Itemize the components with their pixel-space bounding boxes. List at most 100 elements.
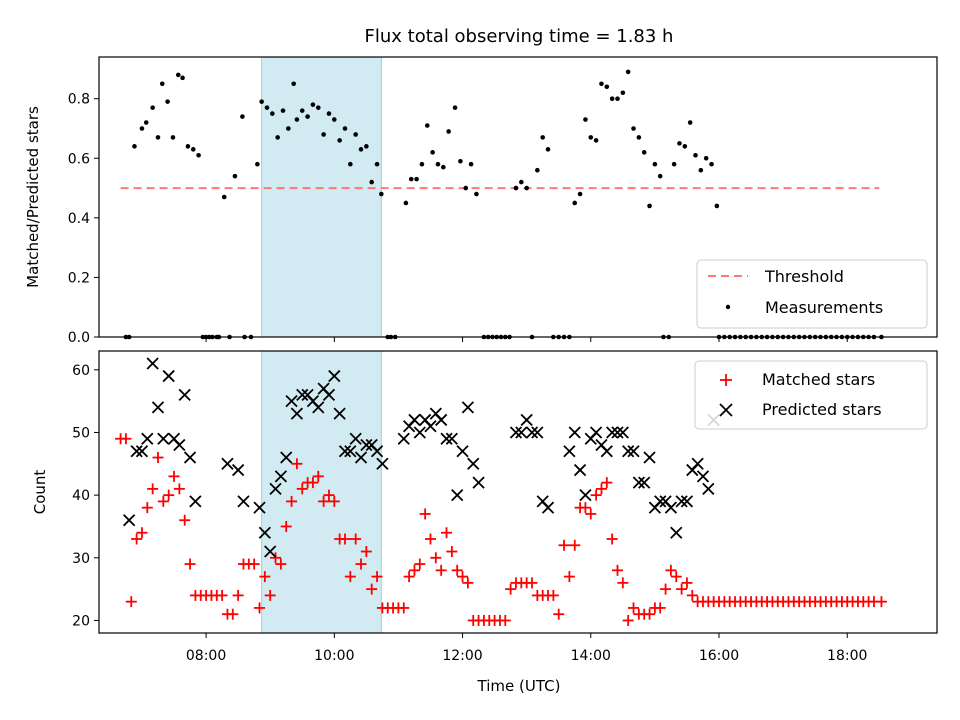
measurement-point bbox=[196, 152, 201, 158]
measurement-point bbox=[369, 179, 375, 185]
matched-star-point bbox=[120, 433, 132, 445]
measurement-point bbox=[577, 191, 583, 197]
matched-star-point bbox=[131, 533, 143, 545]
matched-star-point bbox=[254, 602, 266, 614]
measurement-point bbox=[132, 144, 137, 149]
predicted-star-point bbox=[237, 495, 250, 508]
predicted-star-point bbox=[461, 401, 475, 414]
predicted-star-point bbox=[146, 357, 159, 370]
predicted-star-point bbox=[413, 426, 426, 439]
measurement-point bbox=[468, 161, 474, 167]
measurement-point bbox=[604, 84, 610, 90]
x-tick-label: 14:00 bbox=[571, 648, 611, 664]
predicted-star-point bbox=[376, 457, 389, 470]
measurement-point bbox=[572, 200, 578, 206]
matched-star-point bbox=[232, 589, 244, 601]
measurement-point bbox=[294, 117, 300, 122]
measurement-point bbox=[280, 108, 286, 113]
measurement-point bbox=[275, 135, 280, 140]
measurement-point bbox=[682, 144, 688, 149]
matched-star-point bbox=[579, 502, 591, 514]
matched-star-point bbox=[569, 539, 581, 551]
measurement-point bbox=[414, 176, 419, 182]
predicted-star-point bbox=[520, 413, 533, 427]
measurement-point bbox=[259, 99, 264, 104]
matched-star-point bbox=[505, 583, 517, 595]
bottom-y-tick-label: 20 bbox=[72, 613, 90, 629]
predicted-star-point bbox=[563, 445, 576, 458]
matched-star-point bbox=[446, 546, 458, 558]
top-panel: 0.00.20.40.60.8 Matched/Predicted stars … bbox=[24, 56, 938, 346]
matched-star-point bbox=[398, 602, 410, 614]
predicted-star-point bbox=[253, 501, 266, 514]
matched-star-point bbox=[350, 533, 362, 545]
matched-star-point bbox=[163, 489, 175, 501]
measurement-point bbox=[620, 90, 626, 96]
top-y-tick-label: 0.6 bbox=[68, 151, 90, 167]
measurement-point bbox=[150, 105, 155, 110]
matched-star-point bbox=[408, 564, 420, 576]
matched-star-point bbox=[173, 483, 185, 495]
measurement-point bbox=[677, 141, 682, 146]
matched-star-point bbox=[430, 552, 442, 564]
matched-star-point bbox=[141, 502, 153, 514]
measurement-point bbox=[424, 123, 430, 128]
matched-star-point bbox=[419, 508, 431, 520]
measurement-point bbox=[709, 161, 714, 167]
measurement-point bbox=[165, 99, 170, 104]
matched-star-point bbox=[125, 596, 137, 608]
predicted-star-point bbox=[691, 457, 704, 470]
predicted-star-point bbox=[675, 495, 688, 508]
predicted-star-point bbox=[541, 501, 555, 514]
top-y-axis: 0.0 0.2 0.4 0.6 0.8 bbox=[68, 92, 99, 346]
matched-star-point bbox=[622, 614, 634, 626]
matched-star-point bbox=[601, 477, 613, 489]
predicted-star-point bbox=[627, 445, 640, 458]
measurement-point bbox=[139, 126, 145, 131]
predicted-star-point bbox=[296, 388, 309, 402]
measurement-point bbox=[221, 194, 227, 200]
measurement-point bbox=[232, 173, 238, 179]
measurement-point bbox=[185, 144, 191, 149]
measurement-point bbox=[240, 114, 245, 119]
matched-star-point bbox=[595, 483, 607, 495]
predicted-star-point bbox=[122, 514, 136, 527]
predicted-star-point bbox=[258, 526, 271, 539]
measurement-point bbox=[625, 69, 631, 75]
measurement-point bbox=[463, 185, 469, 191]
predicted-star-point bbox=[290, 407, 304, 420]
measurement-point bbox=[332, 117, 337, 122]
predicted-star-point bbox=[173, 438, 186, 452]
matched-legend-marker bbox=[720, 374, 732, 386]
measurement-point bbox=[519, 179, 524, 185]
matched-star-point bbox=[264, 589, 276, 601]
highlight-span-bottom bbox=[261, 350, 382, 634]
measurement-point bbox=[419, 161, 425, 167]
measurement-point bbox=[264, 105, 270, 110]
predicted-star-point bbox=[221, 457, 234, 470]
matched-star-point bbox=[462, 577, 474, 589]
predicted-star-point bbox=[568, 426, 581, 439]
measurement-point bbox=[652, 161, 658, 167]
predicted-star-point bbox=[157, 432, 170, 445]
predicted-star-point bbox=[264, 545, 277, 558]
measurement-point bbox=[353, 132, 358, 137]
matched-star-point bbox=[644, 608, 656, 620]
predicted-legend-marker bbox=[719, 403, 733, 417]
matched-star-point bbox=[339, 533, 351, 545]
measurement-point bbox=[714, 203, 720, 209]
matched-star-point bbox=[355, 558, 367, 570]
matched-star-point bbox=[499, 614, 511, 626]
matched-star-point bbox=[371, 571, 383, 583]
predicted-star-point bbox=[670, 526, 683, 539]
predicted-star-point bbox=[328, 369, 341, 383]
measurement-point bbox=[348, 161, 353, 167]
measurement-point bbox=[170, 135, 176, 140]
predicted-star-point bbox=[616, 426, 629, 439]
measurement-point bbox=[291, 81, 296, 87]
matched-star-point bbox=[558, 539, 570, 551]
matched-star-point bbox=[179, 514, 191, 526]
predicted-star-point bbox=[312, 401, 325, 414]
matched-star-point bbox=[248, 558, 260, 570]
measurement-point bbox=[671, 161, 677, 167]
